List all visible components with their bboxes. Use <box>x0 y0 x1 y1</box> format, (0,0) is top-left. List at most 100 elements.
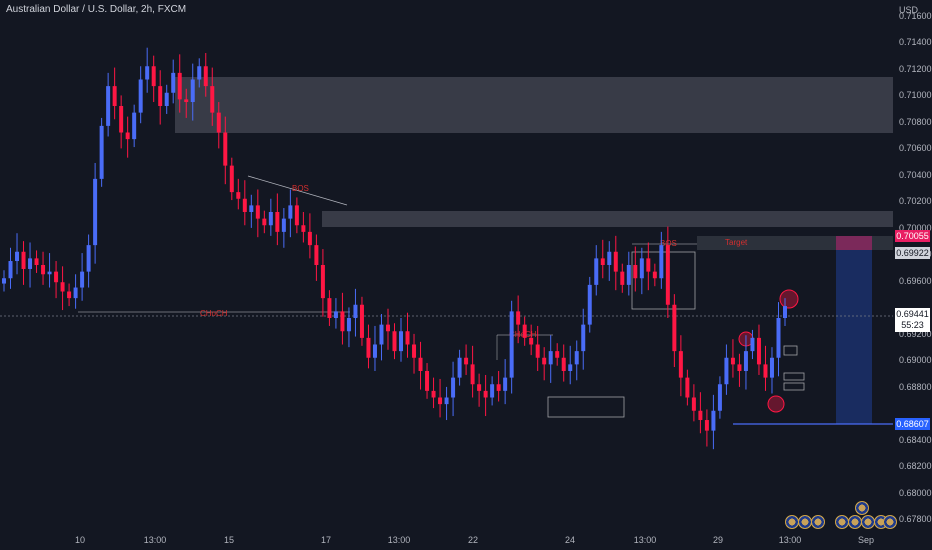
candle-bear <box>301 225 306 232</box>
candle-bull <box>717 384 722 411</box>
candle-bull <box>47 271 52 275</box>
candle-bear <box>464 357 469 365</box>
candle-bear <box>223 132 228 166</box>
candle-bear <box>555 351 560 358</box>
candle-bull <box>457 357 462 378</box>
small-box-2 <box>783 372 805 381</box>
price-tick: 0.70800 <box>899 116 932 127</box>
price-tick: 0.70200 <box>899 196 932 207</box>
candle-bear <box>652 271 657 279</box>
flag-icon[interactable] <box>883 515 897 529</box>
candle-bear <box>477 384 482 391</box>
candle-bull <box>249 205 254 212</box>
time-tick: Sep <box>857 535 875 545</box>
price-badge-bottom: 0.68607 <box>895 418 930 430</box>
candle-bull <box>607 251 612 265</box>
candle-bear <box>294 205 299 226</box>
flag-icon[interactable] <box>855 501 869 515</box>
candle-bear <box>542 357 547 365</box>
candle-bull <box>783 306 787 318</box>
candle-bear <box>418 357 423 371</box>
candle-bull <box>750 337 755 352</box>
candle-bull <box>8 261 13 279</box>
candle-bear <box>203 66 208 87</box>
flag-icon[interactable] <box>785 515 799 529</box>
flag-icon[interactable] <box>861 515 875 529</box>
time-tick: 13:00 <box>633 535 657 545</box>
candle-bull <box>281 218 286 232</box>
candle-bear <box>561 357 566 371</box>
price-tick: 0.71600 <box>899 10 932 21</box>
time-axis[interactable]: 10 13:00 15 17 13:00 22 24 13:00 29 13:00 Sep <box>0 530 932 550</box>
range-box-right <box>631 251 696 310</box>
annotation-lines <box>0 175 893 425</box>
candle-bull <box>568 364 573 371</box>
price-tick: 0.70400 <box>899 169 932 180</box>
candle-bull <box>711 410 716 431</box>
price-tick: 0.70000 <box>899 222 932 233</box>
candle-bull <box>353 304 358 318</box>
candle-bull <box>444 397 449 405</box>
time-tick: 10 <box>74 535 86 545</box>
candle-bull <box>132 112 137 140</box>
candle-bear <box>516 311 521 325</box>
small-box-3 <box>783 382 805 391</box>
candle-bear <box>412 344 417 358</box>
candle-bull <box>587 284 592 325</box>
price-tick: 0.68400 <box>899 434 932 445</box>
candle-bear <box>275 212 280 232</box>
candle-bear <box>756 337 761 365</box>
candle-bull <box>73 287 78 299</box>
candle-bear <box>236 192 241 199</box>
candle-bull <box>333 311 338 318</box>
candle-bull <box>145 66 150 80</box>
candle-bear <box>678 351 683 378</box>
candle-bear <box>158 86 163 106</box>
candle-bull <box>86 245 91 272</box>
price-tick: 0.68800 <box>899 381 932 392</box>
candle-bull <box>164 92 169 106</box>
candle-bull <box>93 178 98 246</box>
bos-left-label: BOS <box>292 184 309 193</box>
candle-bear <box>359 304 364 338</box>
candle-bear <box>314 245 319 265</box>
candle-bull <box>490 384 495 398</box>
candle-bear <box>691 397 696 411</box>
candle-bull <box>724 357 729 385</box>
candle-bear <box>216 112 221 133</box>
flag-icon[interactable] <box>848 515 862 529</box>
flag-icon[interactable] <box>811 515 825 529</box>
candle-bull <box>639 258 644 279</box>
price-tick: 0.69600 <box>899 275 932 286</box>
price-tick: 0.67800 <box>899 514 932 525</box>
candle-bull <box>197 66 202 80</box>
candle-bear <box>242 198 247 212</box>
candle-bear <box>21 251 26 269</box>
target-label: Target <box>725 238 748 247</box>
candle-bull <box>15 251 20 262</box>
target-zone <box>836 236 872 424</box>
candle-bear <box>483 390 488 398</box>
markers <box>738 289 799 413</box>
candle-bull <box>268 212 273 226</box>
candle-bear <box>151 66 156 87</box>
candle-bear <box>320 265 325 299</box>
price-axis[interactable]: 0.71600 0.71400 0.71200 0.71000 0.70800 0.706… <box>893 0 932 530</box>
candle-bull <box>28 258 33 269</box>
currency-label[interactable]: USD <box>899 5 919 15</box>
supply-zone-top <box>175 77 893 133</box>
candle-bull <box>288 205 293 219</box>
candle-bear <box>340 311 345 332</box>
time-tick: 13:00 <box>143 535 167 545</box>
flag-icon[interactable] <box>835 515 849 529</box>
candle-bear <box>620 271 625 285</box>
flag-icon[interactable] <box>798 515 812 529</box>
price-chart[interactable]: CHoCH CHoCH BOS BOS Target <box>0 0 893 530</box>
price-tick: 0.71400 <box>899 37 932 48</box>
candle-bear <box>496 384 501 391</box>
candle-bear <box>698 410 703 421</box>
candle-bull <box>743 351 748 371</box>
candle-bear <box>119 106 124 133</box>
price-tick: 0.68200 <box>899 461 932 472</box>
candle-bull <box>626 265 631 285</box>
